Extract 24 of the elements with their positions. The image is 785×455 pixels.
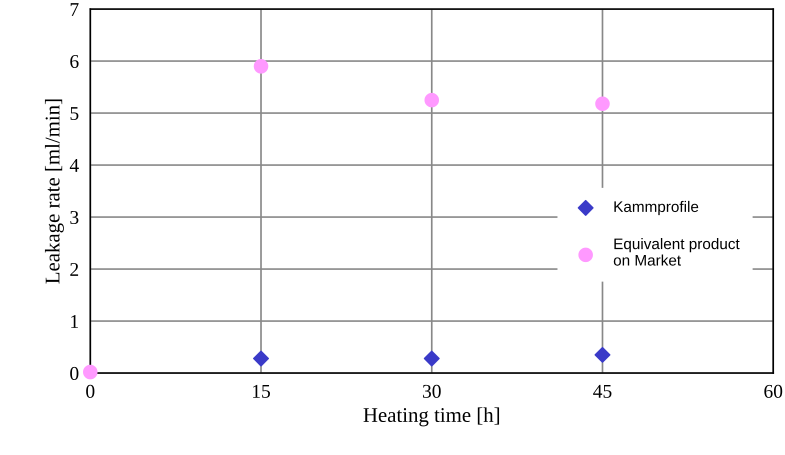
point: [424, 92, 440, 108]
point: [424, 350, 440, 367]
y-tick-label: 4: [70, 159, 79, 172]
x-tick-label: 60: [764, 384, 782, 398]
y-tick-label: 6: [70, 54, 79, 68]
x-tick-label: 0: [86, 384, 94, 398]
y-tick-label: 0: [70, 366, 78, 380]
y-tick-label: 2: [70, 262, 78, 276]
y-tick-label: 3: [70, 210, 78, 224]
x-axis-title: Heating time [h]: [364, 407, 500, 426]
y-tick-label: 1: [71, 315, 78, 328]
x-tick-label: 45: [593, 384, 612, 398]
y-tick-label: 5: [70, 107, 78, 120]
point: [594, 346, 610, 363]
legend-label: Kammprofile: [614, 200, 698, 216]
y-axis-title: Leakage rate [ml/min]: [44, 100, 64, 284]
point: [253, 350, 269, 367]
x-tick-label: 30: [422, 384, 441, 398]
point: [254, 59, 268, 74]
x-tick-label: 15: [253, 384, 270, 398]
point: [595, 96, 610, 112]
y-tick-label: 7: [70, 3, 79, 16]
legend-label: Equivalent product on Market: [614, 238, 740, 266]
point: [82, 364, 98, 380]
